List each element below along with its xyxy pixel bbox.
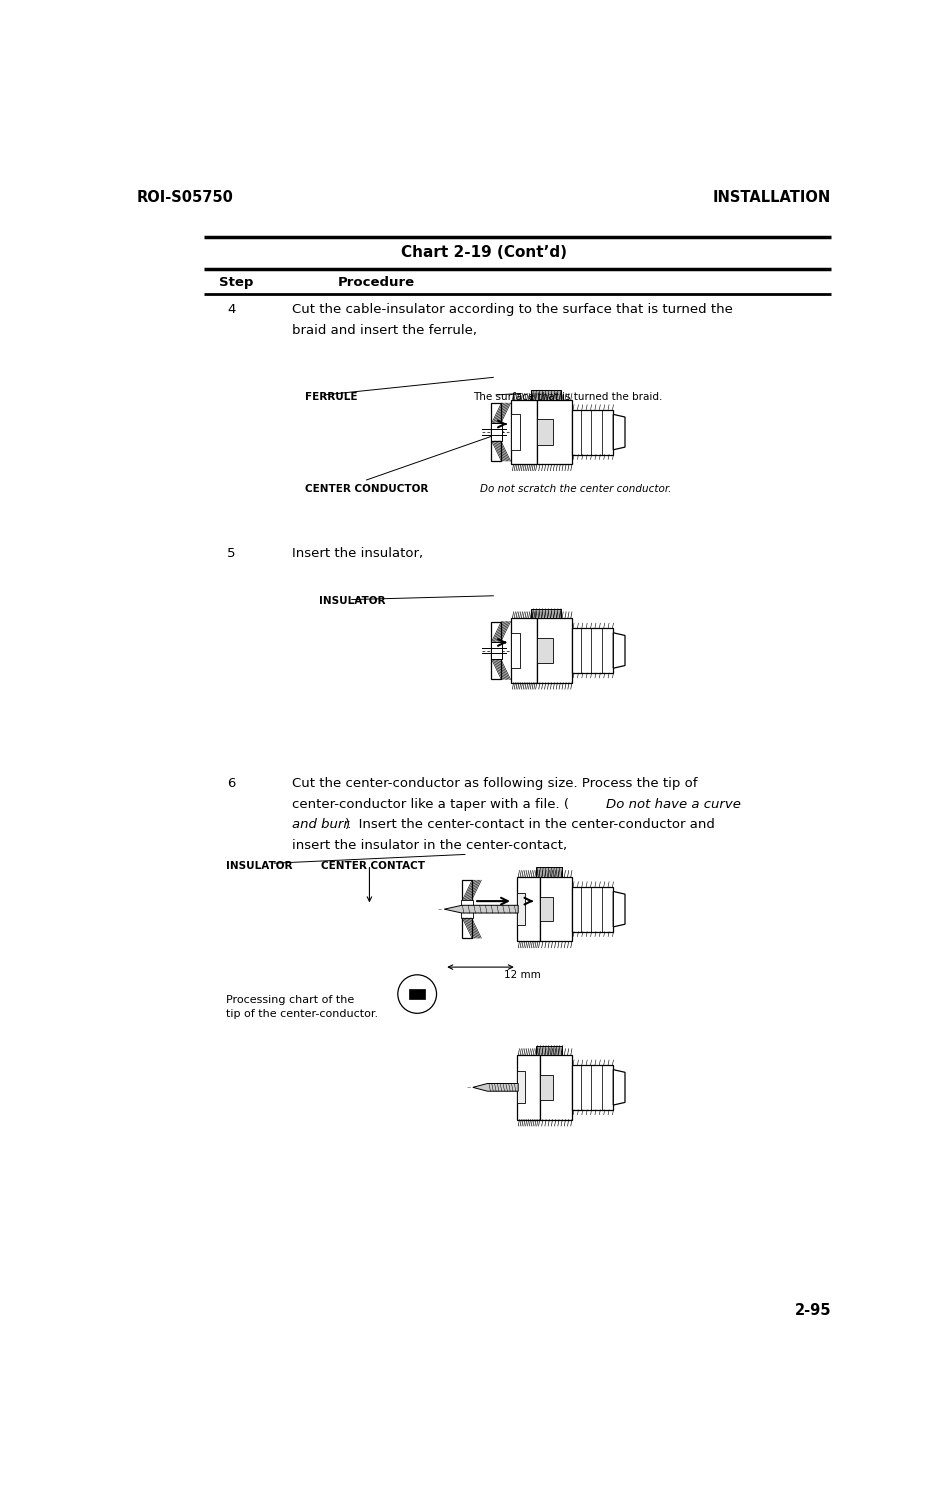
Bar bbox=[516, 876, 540, 942]
Bar bbox=[531, 390, 561, 400]
Bar bbox=[536, 1045, 562, 1056]
Polygon shape bbox=[445, 905, 518, 914]
Text: INSULATOR: INSULATOR bbox=[319, 597, 386, 606]
Text: Cut the cable-insulator according to the surface that is turned the: Cut the cable-insulator according to the… bbox=[292, 303, 733, 317]
Bar bbox=[540, 876, 572, 942]
Text: Do not have a curve: Do not have a curve bbox=[606, 797, 741, 811]
Bar bbox=[491, 621, 501, 679]
Text: and burr.: and burr. bbox=[292, 818, 352, 832]
Bar bbox=[516, 1056, 540, 1120]
Bar bbox=[572, 887, 614, 932]
Bar bbox=[531, 609, 561, 618]
Bar bbox=[410, 990, 425, 999]
Text: The surface that is turned the braid.: The surface that is turned the braid. bbox=[473, 391, 662, 402]
Text: INSTALLATION: INSTALLATION bbox=[713, 190, 832, 205]
Polygon shape bbox=[614, 415, 625, 449]
Bar bbox=[572, 629, 614, 673]
Text: Step: Step bbox=[219, 276, 253, 288]
Bar bbox=[536, 867, 562, 876]
Bar bbox=[537, 638, 553, 663]
Text: CENTER CONDUCTOR: CENTER CONDUCTOR bbox=[305, 484, 428, 494]
Bar bbox=[537, 400, 572, 464]
Text: CENTER CONTACT: CENTER CONTACT bbox=[321, 861, 426, 870]
Text: Do not scratch the center conductor.: Do not scratch the center conductor. bbox=[480, 484, 671, 494]
Text: Insert the insulator,: Insert the insulator, bbox=[292, 546, 423, 560]
Bar bbox=[511, 415, 520, 449]
Polygon shape bbox=[614, 1069, 625, 1105]
Bar bbox=[540, 1056, 572, 1120]
Text: FERRULE: FERRULE bbox=[305, 391, 357, 402]
Bar bbox=[572, 409, 614, 454]
Bar bbox=[491, 423, 502, 440]
Text: center-conductor like a taper with a file. (: center-conductor like a taper with a fil… bbox=[292, 797, 569, 811]
Bar bbox=[537, 420, 553, 445]
Text: 12 mm: 12 mm bbox=[504, 970, 541, 981]
Text: tip of the center-conductor.: tip of the center-conductor. bbox=[227, 1009, 379, 1020]
Circle shape bbox=[397, 975, 436, 1014]
Polygon shape bbox=[473, 1084, 518, 1091]
Bar bbox=[491, 403, 501, 461]
Text: Processing chart of the: Processing chart of the bbox=[227, 996, 355, 1005]
Bar bbox=[511, 400, 537, 464]
Text: 6: 6 bbox=[228, 776, 236, 790]
Polygon shape bbox=[614, 891, 625, 927]
Bar bbox=[540, 897, 553, 921]
Bar bbox=[537, 618, 572, 682]
Bar bbox=[462, 900, 473, 918]
Text: 5: 5 bbox=[228, 546, 236, 560]
Text: 4: 4 bbox=[228, 303, 236, 317]
Text: )  Insert the center-contact in the center-conductor and: ) Insert the center-contact in the cente… bbox=[345, 818, 715, 832]
Bar bbox=[516, 893, 525, 926]
Text: INSULATOR: INSULATOR bbox=[227, 861, 293, 870]
Bar bbox=[491, 642, 502, 660]
Bar bbox=[511, 618, 537, 682]
Text: Procedure: Procedure bbox=[338, 276, 414, 288]
Bar bbox=[540, 1075, 553, 1099]
Bar bbox=[516, 1072, 525, 1103]
Text: braid and insert the ferrule,: braid and insert the ferrule, bbox=[292, 324, 477, 337]
Text: 2-95: 2-95 bbox=[795, 1303, 832, 1318]
Text: ROI-S05750: ROI-S05750 bbox=[136, 190, 233, 205]
Bar bbox=[572, 1065, 614, 1109]
Text: Chart 2-19 (Cont’d): Chart 2-19 (Cont’d) bbox=[401, 245, 566, 260]
Text: Cut the center-conductor as following size. Process the tip of: Cut the center-conductor as following si… bbox=[292, 776, 698, 790]
Bar bbox=[462, 881, 472, 938]
Bar bbox=[511, 633, 520, 669]
Polygon shape bbox=[614, 633, 625, 669]
Text: insert the insulator in the center-contact,: insert the insulator in the center-conta… bbox=[292, 839, 567, 853]
